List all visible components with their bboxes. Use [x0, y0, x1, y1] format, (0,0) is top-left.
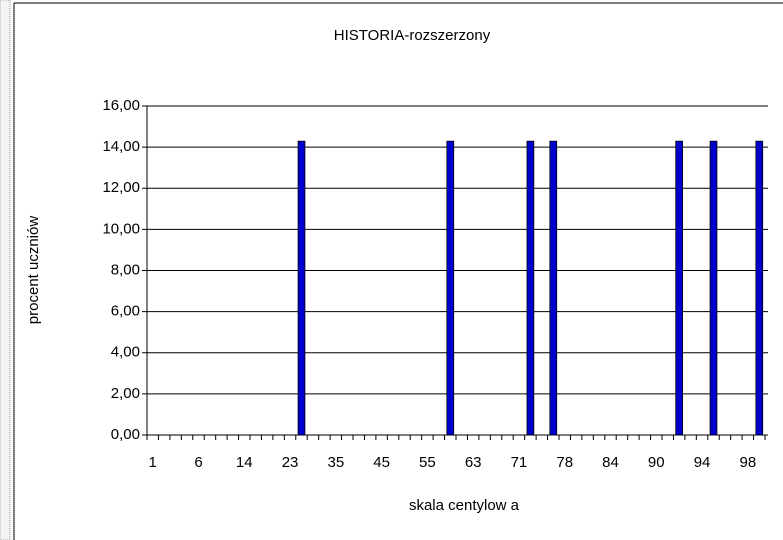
y-tick-label: 8,00 [111, 261, 140, 278]
x-tick-label: 98 [739, 454, 756, 471]
y-axis-label: procent uczniów [25, 216, 42, 325]
x-tick-label: 6 [194, 454, 202, 471]
y-tick-label: 16,00 [102, 97, 140, 114]
y-tick-label: 14,00 [102, 138, 140, 155]
x-tick-label: 71 [511, 454, 528, 471]
y-tick-label: 6,00 [111, 303, 140, 320]
x-tick-label: 94 [694, 454, 711, 471]
y-tick-label: 12,00 [102, 179, 140, 196]
bar [297, 140, 306, 436]
y-tick-label: 4,00 [111, 344, 140, 361]
x-tick-label: 63 [465, 454, 482, 471]
bar [446, 140, 455, 436]
bar [549, 140, 558, 436]
x-tick-label: 14 [236, 454, 253, 471]
bar [675, 140, 684, 436]
x-tick-label: 35 [327, 454, 344, 471]
x-tick-label: 78 [556, 454, 573, 471]
bar [526, 140, 535, 436]
x-tick-label: 84 [602, 454, 619, 471]
bar [755, 140, 764, 436]
x-tick-label: 90 [648, 454, 665, 471]
x-tick-label: 55 [419, 454, 436, 471]
y-tick-label: 0,00 [111, 426, 140, 443]
chart-title: HISTORIA-rozszerzony [334, 27, 491, 44]
x-tick-label: 1 [149, 454, 157, 471]
bar [709, 140, 718, 436]
x-tick-label: 23 [282, 454, 299, 471]
sheet-edge [0, 0, 11, 540]
x-tick-label: 45 [373, 454, 390, 471]
y-tick-label: 10,00 [102, 220, 140, 237]
y-tick-label: 2,00 [111, 385, 140, 402]
x-axis-label: skala centylow a [409, 497, 520, 514]
